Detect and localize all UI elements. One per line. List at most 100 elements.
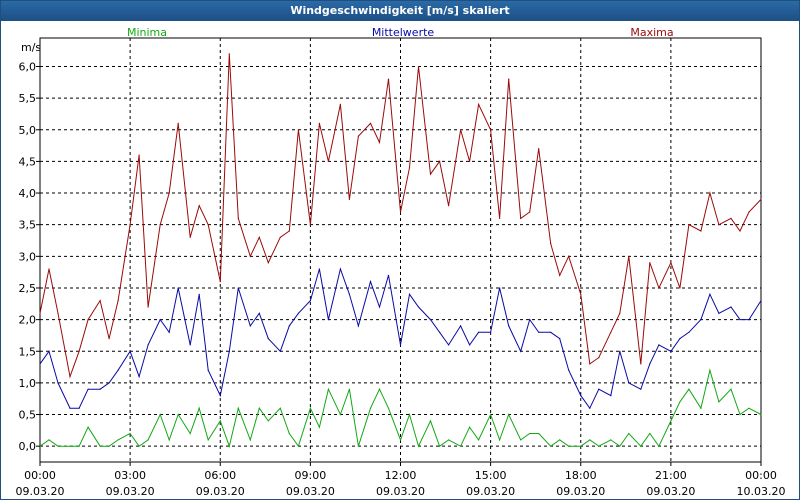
data-point-mean <box>357 325 359 327</box>
data-point-minima <box>448 439 450 441</box>
data-point-maxima <box>138 154 140 156</box>
data-point-maxima <box>688 224 690 226</box>
data-point-maxima <box>219 281 221 283</box>
data-point-minima <box>478 439 480 441</box>
data-point-minima <box>408 413 411 416</box>
data-point-maxima <box>78 350 80 352</box>
data-point-mean <box>249 325 251 327</box>
data-point-maxima <box>550 243 552 245</box>
data-point-minima <box>429 420 432 422</box>
data-point-maxima <box>369 122 372 124</box>
data-point-maxima <box>129 224 131 226</box>
data-point-maxima <box>357 135 359 137</box>
data-point-maxima <box>718 224 720 226</box>
data-point-mean <box>69 407 71 409</box>
data-point-mean <box>48 350 50 352</box>
x-tick-time: 00:00 <box>24 469 56 482</box>
data-point-minima <box>219 420 221 422</box>
data-point-mean <box>538 331 540 333</box>
y-axis-label: m/s <box>21 41 41 54</box>
y-tick-label: 0,5 <box>19 409 37 422</box>
y-tick-label: 4,5 <box>19 155 37 168</box>
data-point-maxima <box>177 122 179 124</box>
x-tick-time: 09:00 <box>295 469 327 482</box>
y-tick-label: 3,0 <box>19 250 37 263</box>
data-point-minima <box>378 388 381 390</box>
data-point-maxima <box>318 122 320 124</box>
data-point-mean <box>228 350 230 352</box>
data-point-minima <box>78 445 80 447</box>
data-point-minima <box>249 439 251 441</box>
data-point-minima <box>258 407 260 409</box>
data-point-maxima <box>580 293 582 295</box>
data-point-maxima <box>237 217 239 219</box>
data-point-mean <box>39 363 41 365</box>
data-point-mean <box>318 268 320 270</box>
data-point-mean <box>378 306 381 308</box>
data-point-minima <box>730 388 732 390</box>
x-axis-ticks: 00:00 09.03.20 03:00 09.03.20 06:00 09.03.20 0… <box>16 462 785 498</box>
data-point-minima <box>99 445 101 447</box>
data-point-minima <box>288 432 290 435</box>
data-point-minima <box>748 407 750 409</box>
data-point-minima <box>87 426 89 428</box>
x-tick-date: 09.03.20 <box>286 485 335 498</box>
data-point-maxima <box>279 236 281 238</box>
data-point-minima <box>580 445 582 447</box>
data-point-minima <box>198 407 200 409</box>
data-point-mean <box>108 382 110 384</box>
data-point-mean <box>348 293 350 295</box>
data-point-mean <box>237 287 239 289</box>
data-point-mean <box>619 350 621 352</box>
data-point-mean <box>718 312 720 314</box>
data-point-mean <box>168 331 170 333</box>
data-point-maxima <box>168 192 170 194</box>
data-point-maxima <box>339 103 341 105</box>
data-point-mean <box>658 344 660 346</box>
data-point-minima <box>159 413 161 416</box>
data-point-mean <box>610 395 612 397</box>
y-tick-label: 0,0 <box>19 440 37 453</box>
data-point-maxima <box>327 160 329 162</box>
data-point-maxima <box>520 217 522 219</box>
data-point-mean <box>207 369 209 371</box>
data-point-minima <box>138 445 140 447</box>
data-point-mean <box>670 350 672 352</box>
data-point-mean <box>508 325 510 327</box>
data-point-maxima <box>147 306 149 308</box>
x-tick-time: 15:00 <box>475 469 507 482</box>
data-point-minima <box>508 413 510 416</box>
data-point-maxima <box>508 78 510 80</box>
data-point-mean <box>267 338 269 340</box>
data-point-minima <box>57 445 59 447</box>
data-point-mean <box>469 344 471 346</box>
data-point-mean <box>408 293 411 295</box>
data-point-mean <box>78 407 80 409</box>
data-point-maxima <box>649 262 651 264</box>
data-point-mean <box>580 395 582 397</box>
data-point-minima <box>339 413 341 416</box>
data-point-mean <box>198 293 200 295</box>
data-point-mean <box>99 388 101 390</box>
data-point-minima <box>168 439 170 441</box>
data-point-mean <box>598 388 600 390</box>
y-axis-ticks: 0,0 0,5 1,0 1,5 2,0 2,5 3,0 3,5 4,0 4,5 5,0 5,5 6,0 <box>19 60 40 453</box>
data-point-maxima <box>490 129 492 131</box>
data-point-mean <box>490 331 492 333</box>
data-point-minima <box>309 407 311 409</box>
data-point-minima <box>318 426 320 428</box>
x-tick-time: 18:00 <box>565 469 597 482</box>
x-tick-date: 09.03.20 <box>376 485 425 498</box>
data-point-mean <box>129 350 131 352</box>
data-point-minima <box>327 388 329 390</box>
data-point-minima <box>69 445 71 447</box>
data-point-maxima <box>568 255 570 257</box>
data-point-maxima <box>198 205 200 207</box>
data-point-mean <box>417 306 420 308</box>
data-point-maxima <box>87 319 89 321</box>
data-point-minima <box>550 445 552 447</box>
data-point-mean <box>529 319 531 321</box>
data-point-maxima <box>538 148 540 150</box>
y-tick-label: 5,0 <box>19 124 37 137</box>
